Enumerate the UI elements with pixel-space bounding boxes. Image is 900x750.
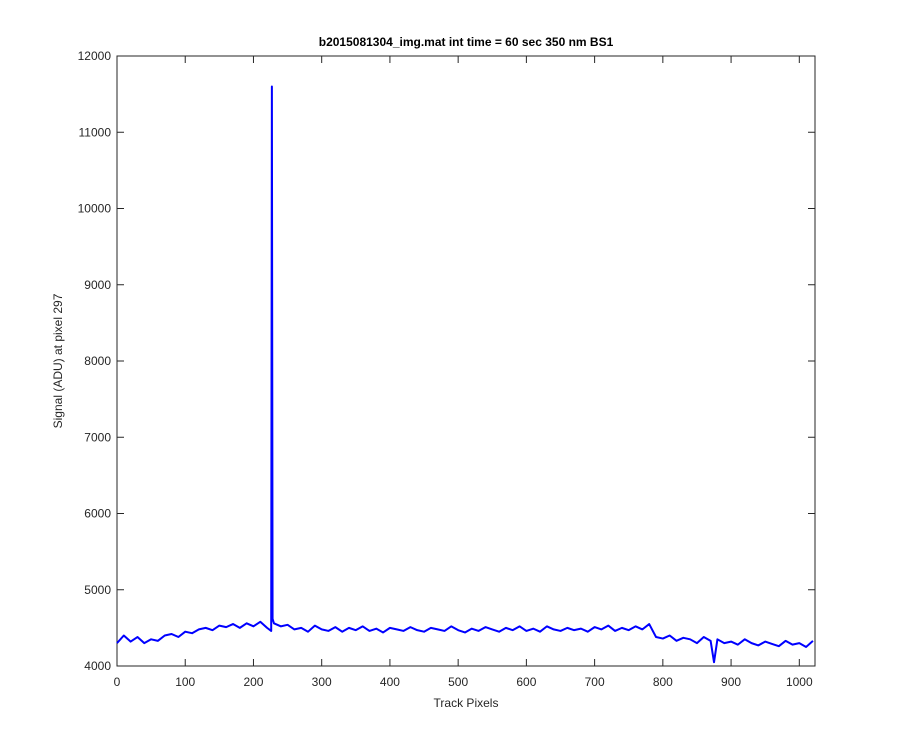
x-tick-label: 0 (114, 675, 121, 689)
x-tick-label: 500 (448, 675, 468, 689)
x-tick-label: 200 (243, 675, 263, 689)
y-tick-label: 11000 (79, 125, 112, 139)
x-tick-label: 1000 (786, 675, 813, 689)
y-axis-label: Signal (ADU) at pixel 297 (51, 293, 65, 428)
x-tick-label: 900 (721, 675, 741, 689)
y-tick-label: 9000 (84, 278, 111, 292)
data-line (116, 85, 814, 664)
x-tick-label: 800 (653, 675, 673, 689)
y-tick-label: 10000 (78, 202, 112, 216)
x-tick-label: 100 (175, 675, 195, 689)
y-tick-label: 12000 (78, 49, 112, 63)
x-tick-label: 300 (312, 675, 332, 689)
x-tick-label: 600 (516, 675, 536, 689)
x-axis-label: Track Pixels (434, 696, 499, 710)
plot-area (116, 55, 816, 667)
y-tick-label: 5000 (84, 583, 111, 597)
y-tick-label: 6000 (84, 507, 111, 521)
x-tick-label: 700 (585, 675, 605, 689)
x-tick-label: 400 (380, 675, 400, 689)
y-tick-label: 8000 (84, 354, 111, 368)
y-tick-label: 4000 (84, 659, 111, 673)
y-tick-label: 7000 (84, 430, 111, 444)
chart-title: b2015081304_img.mat int time = 60 sec 35… (319, 35, 614, 49)
